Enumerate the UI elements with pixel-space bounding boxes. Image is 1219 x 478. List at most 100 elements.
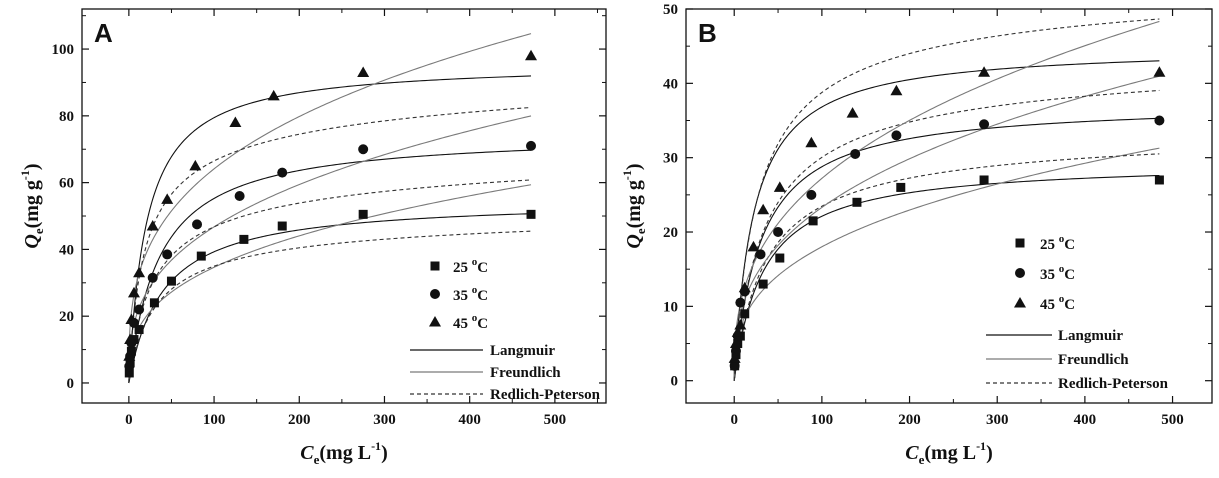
x-axis-label: Ce(mg L-1) bbox=[300, 439, 387, 467]
legend-marker bbox=[1015, 268, 1025, 278]
y-axis-unit-close: ) bbox=[623, 163, 645, 170]
legend-label: 35 oC bbox=[1040, 263, 1075, 283]
legend-model-label: Freundlich bbox=[490, 365, 561, 381]
data-point bbox=[805, 136, 818, 148]
legend-model-label: Langmuir bbox=[490, 343, 555, 359]
data-point bbox=[979, 119, 990, 130]
legend-temp: 35 bbox=[453, 288, 472, 304]
x-axis-unit: (mg L bbox=[319, 442, 371, 464]
data-point bbox=[267, 89, 280, 101]
data-point bbox=[161, 193, 174, 204]
fit-curve-redlich-peterson-45 bbox=[128, 106, 532, 384]
series-45C bbox=[728, 66, 1166, 363]
data-point bbox=[196, 251, 206, 261]
y-tick-label: 40 bbox=[59, 242, 74, 258]
data-point bbox=[978, 66, 991, 77]
plot-frame bbox=[81, 8, 607, 404]
legend-marker bbox=[430, 289, 440, 299]
data-point bbox=[133, 266, 146, 278]
data-point bbox=[189, 159, 202, 171]
fit-curve-langmuir-25 bbox=[128, 213, 532, 384]
fit-curve-freundlich-25 bbox=[733, 147, 1160, 381]
data-point bbox=[277, 167, 288, 178]
legend-unit: C bbox=[1064, 297, 1075, 313]
legend-unit: C bbox=[477, 288, 488, 304]
legend-unit: C bbox=[477, 260, 488, 276]
legend-temp: 35 bbox=[1040, 267, 1059, 283]
data-point bbox=[758, 279, 768, 289]
data-point bbox=[525, 49, 538, 61]
fit-curve-langmuir-35 bbox=[128, 149, 532, 384]
fit-curve-redlich-peterson-35 bbox=[128, 179, 532, 384]
data-point bbox=[162, 249, 173, 260]
x-axis-symbol: C bbox=[905, 442, 919, 464]
x-tick-label: 300 bbox=[986, 412, 1009, 428]
fit-curve-redlich-peterson-35 bbox=[733, 89, 1160, 381]
data-point bbox=[357, 66, 370, 77]
fit-curve-redlich-peterson-45 bbox=[733, 18, 1160, 381]
y-tick-label: 50 bbox=[663, 2, 678, 18]
data-point bbox=[891, 130, 902, 141]
y-axis-label: Qe(mg g-1) bbox=[620, 163, 648, 248]
x-axis-subscript: e bbox=[919, 452, 925, 467]
y-axis-superscript: -1 bbox=[18, 170, 32, 180]
y-tick-label: 0 bbox=[671, 374, 679, 390]
data-point bbox=[852, 197, 862, 207]
x-axis-superscript: -1 bbox=[371, 439, 381, 453]
legend-marker bbox=[1014, 297, 1026, 308]
data-point bbox=[755, 249, 766, 260]
data-point bbox=[740, 309, 750, 319]
data-point bbox=[728, 352, 741, 363]
y-tick-label: 10 bbox=[663, 299, 678, 315]
legend-model-label: Redlich-Peterson bbox=[1058, 376, 1169, 392]
legend-label: 35 oC bbox=[453, 284, 488, 304]
data-point bbox=[124, 333, 137, 345]
data-point bbox=[526, 140, 537, 151]
data-point bbox=[1154, 175, 1164, 185]
fit-curve-freundlich-25 bbox=[128, 184, 532, 383]
x-axis-superscript: -1 bbox=[976, 439, 986, 453]
data-point bbox=[738, 281, 751, 293]
data-point bbox=[747, 240, 760, 252]
y-axis-symbol: Q bbox=[21, 234, 43, 248]
x-tick-label: 500 bbox=[544, 412, 567, 428]
y-axis-superscript: -1 bbox=[620, 170, 634, 180]
data-point bbox=[124, 361, 135, 372]
x-tick-label: 0 bbox=[125, 412, 133, 428]
data-point bbox=[229, 116, 242, 128]
x-axis-symbol: C bbox=[300, 442, 314, 464]
fit-curve-langmuir-25 bbox=[733, 174, 1160, 381]
legend-degree: o bbox=[472, 284, 478, 296]
fit-curve-redlich-peterson-25 bbox=[733, 153, 1160, 381]
legend-temp: 25 bbox=[453, 260, 472, 276]
y-axis-unit: (mg g bbox=[21, 180, 43, 228]
data-point bbox=[730, 345, 741, 356]
data-point bbox=[358, 144, 369, 155]
legend-label: 45 oC bbox=[453, 312, 488, 332]
x-tick-label: 400 bbox=[1074, 412, 1097, 428]
x-axis-label: Ce(mg L-1) bbox=[905, 439, 992, 467]
y-tick-label: 30 bbox=[663, 151, 678, 167]
x-tick-label: 300 bbox=[373, 412, 396, 428]
y-axis-subscript: e bbox=[633, 228, 648, 234]
data-point bbox=[127, 286, 140, 298]
data-point bbox=[729, 360, 740, 371]
legend-label: 45 oC bbox=[1040, 293, 1075, 313]
x-axis-unit: (mg L bbox=[924, 442, 976, 464]
data-point bbox=[126, 346, 136, 356]
legend-marker bbox=[1015, 238, 1025, 248]
data-point bbox=[808, 216, 818, 226]
data-point bbox=[277, 221, 287, 231]
data-point bbox=[166, 276, 176, 286]
data-point bbox=[192, 219, 203, 230]
legend-model-label: Redlich-Peterson bbox=[490, 387, 601, 403]
data-point bbox=[147, 272, 158, 283]
data-point bbox=[134, 304, 145, 315]
y-tick-label: 20 bbox=[59, 309, 74, 325]
y-axis-symbol: Q bbox=[623, 234, 645, 248]
data-point bbox=[731, 326, 744, 337]
data-point bbox=[850, 148, 861, 159]
